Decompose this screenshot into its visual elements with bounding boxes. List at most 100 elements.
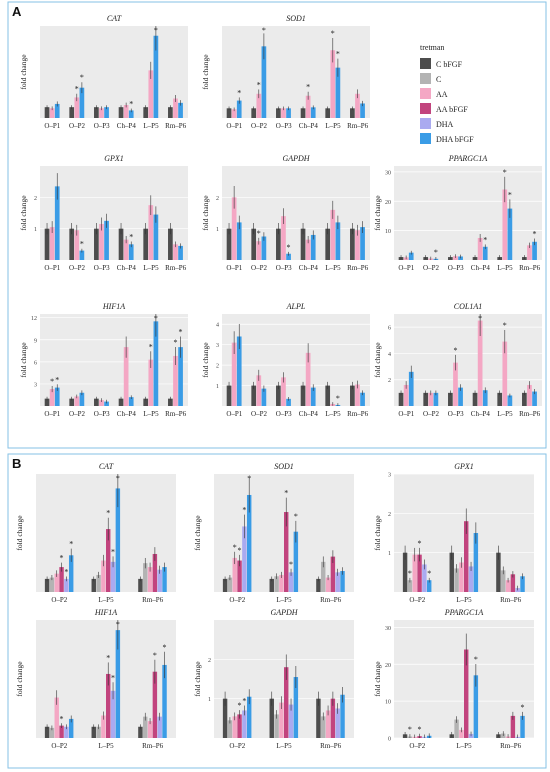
significance-star: * (287, 243, 291, 252)
y-tick-label: 2 (34, 196, 37, 202)
chart-title: GPX1 (104, 154, 124, 163)
x-tick-label: O–P2 (423, 410, 439, 418)
x-tick-label: Rm–P6 (142, 596, 164, 604)
significance-star: * (242, 697, 246, 706)
y-axis-label: fold change (15, 661, 24, 697)
y-tick-label: 4 (216, 323, 219, 329)
significance-star: * (80, 240, 84, 249)
y-axis-label: fold change (15, 515, 24, 551)
chart-A-gapdh: 1 2 GAPDH fold change O–P1 O–P2 O–P3 Ch–P4 L–P5 R… (201, 154, 370, 272)
bar (54, 103, 60, 118)
x-tick-label: Rm–P6 (320, 742, 342, 750)
x-tick-label: L–P5 (456, 742, 472, 750)
x-tick-label: O–P2 (251, 264, 267, 272)
bar (454, 719, 459, 738)
x-tick-label: Rm–P6 (165, 122, 187, 130)
significance-star: * (69, 540, 73, 549)
chart-B-hif1a: HIF1A fold change O–P2 L–P5 Rm–P6 * * * * * * (15, 608, 176, 750)
bar (143, 398, 149, 406)
legend-entry: C bFGF (436, 60, 463, 69)
x-tick-label: Rm–P6 (165, 410, 187, 418)
x-tick-label: L–P5 (143, 264, 159, 272)
chart-title: CAT (107, 14, 122, 23)
bar (325, 228, 331, 260)
bar (355, 384, 360, 406)
bar (178, 245, 183, 260)
chart-B-gapdh: 1 2 GAPDH fold change O–P2 L–P5 Rm–P6 ** (193, 608, 354, 750)
bar (128, 244, 134, 260)
bar (286, 398, 291, 406)
plot-background (40, 166, 188, 260)
significance-star: * (483, 235, 487, 244)
bar (428, 392, 434, 406)
bar (269, 578, 274, 592)
bar (288, 572, 294, 592)
bar (321, 716, 326, 738)
bar (101, 560, 106, 592)
bar (473, 533, 479, 592)
significance-star: * (521, 703, 525, 712)
x-tick-label: O–P3 (276, 122, 292, 130)
legend-swatch (420, 73, 431, 84)
bar (138, 578, 143, 592)
bar (477, 237, 483, 260)
bar (261, 236, 267, 260)
x-tick-label: O–P2 (423, 264, 439, 272)
bar (49, 577, 55, 592)
x-tick-label: O–P2 (51, 596, 67, 604)
bar (143, 107, 149, 118)
x-tick-label: Rm–P6 (347, 122, 369, 130)
bar (59, 567, 64, 592)
bar (232, 557, 237, 592)
bar (44, 398, 50, 406)
bar (261, 388, 267, 406)
x-tick-label: L–P5 (325, 122, 341, 130)
x-tick-label: L–P5 (456, 596, 472, 604)
chart-title: GAPDH (282, 154, 310, 163)
x-tick-label: O–P2 (51, 742, 67, 750)
significance-star: * (418, 539, 422, 548)
bar (502, 189, 508, 260)
y-tick-label: 10 (385, 700, 391, 706)
x-tick-label: Rm–P6 (500, 742, 522, 750)
x-tick-label: L–P5 (276, 596, 292, 604)
bar (482, 390, 488, 406)
bar (232, 716, 237, 738)
bar (276, 385, 281, 406)
bar (44, 107, 50, 118)
significance-star: * (106, 509, 110, 518)
bar (69, 228, 75, 260)
plot-background (222, 166, 370, 260)
chart-title: CAT (99, 462, 114, 471)
x-tick-label: L–P5 (325, 410, 341, 418)
bar (316, 578, 321, 592)
panel-border (7, 1, 547, 449)
bar (79, 87, 85, 118)
bar (274, 714, 279, 738)
x-tick-label: O–P1 (226, 122, 242, 130)
chart-A-ppargc1a: 10 20 30 PPARGC1A fold change O–P1 O–P2 O–P3 Ch–… (373, 154, 542, 272)
significance-star: * (163, 643, 167, 652)
bar (222, 578, 228, 592)
bar (104, 107, 109, 118)
bar (104, 220, 109, 260)
y-tick-label: 3 (34, 382, 37, 388)
x-tick-label: O–P1 (44, 122, 60, 130)
panel-label: A (12, 4, 22, 19)
bar (178, 347, 183, 406)
bar (335, 572, 340, 592)
chart-title: COL1A1 (454, 302, 482, 311)
y-tick-label: 0 (388, 737, 391, 743)
bar (459, 729, 464, 738)
y-axis-label: fold change (19, 195, 28, 231)
plot-background (394, 166, 542, 260)
bar (454, 568, 459, 592)
bar (496, 552, 501, 592)
bar (330, 556, 336, 592)
bar (520, 715, 525, 738)
significance-star: * (154, 26, 158, 35)
bar (106, 529, 111, 592)
y-tick-label: 6 (34, 360, 37, 366)
y-tick-label: 1 (34, 227, 37, 233)
